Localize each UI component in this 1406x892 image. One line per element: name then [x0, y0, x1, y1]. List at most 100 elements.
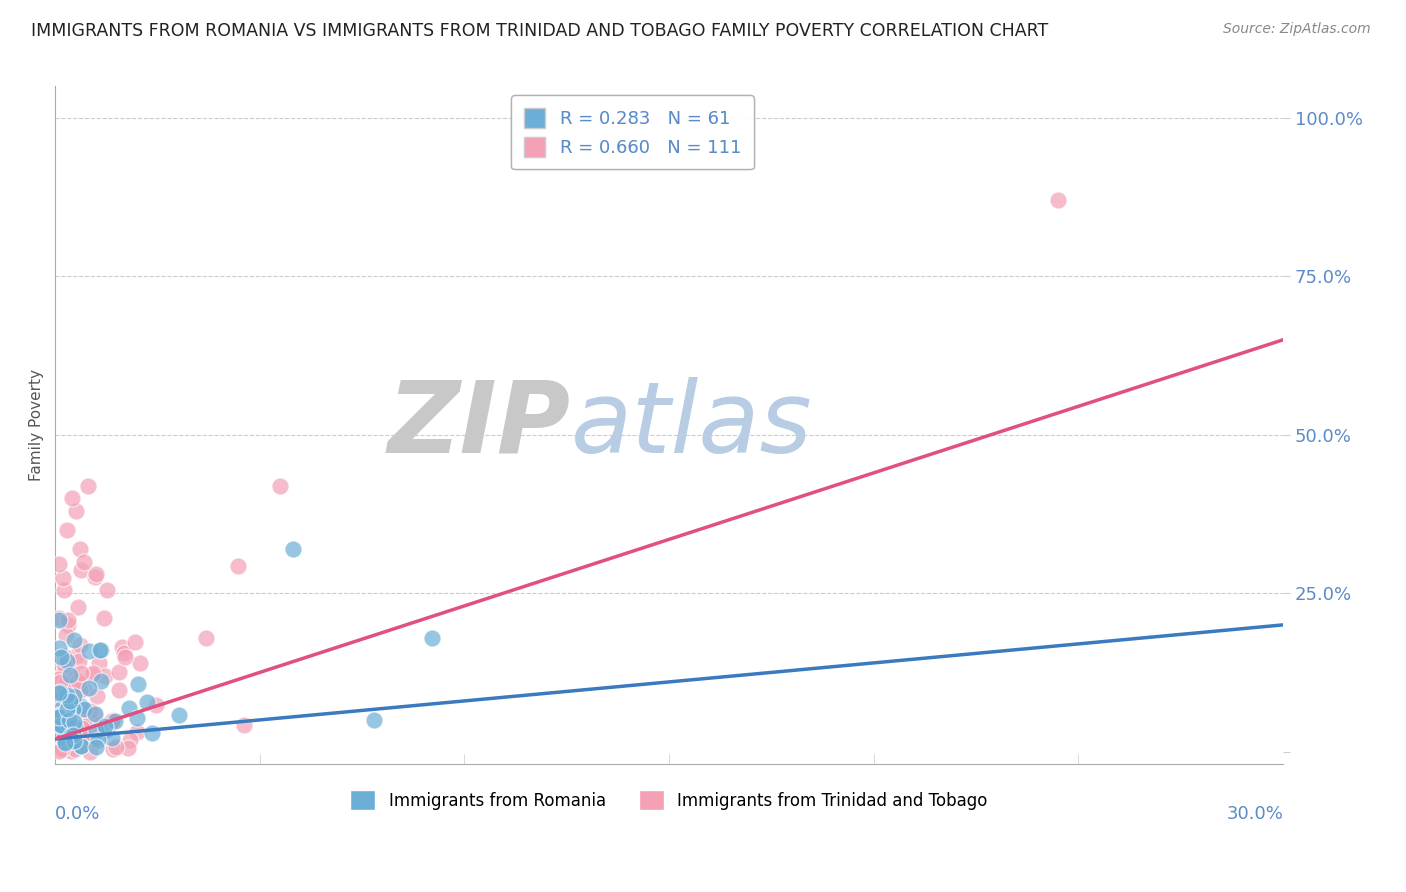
Point: [49, 718, 72, 732]
Point: [73, 719, 96, 733]
Point: [226, 558, 249, 573]
Point: [77, 730, 100, 744]
Point: [48, 743, 70, 757]
Point: [111, 640, 134, 654]
Point: [70, 722, 93, 736]
Point: [51, 742, 73, 756]
Point: [90, 673, 112, 688]
Point: [66, 600, 89, 615]
Point: [89, 656, 111, 670]
Y-axis label: Family Poverty: Family Poverty: [30, 369, 44, 482]
Point: [53, 723, 76, 737]
Point: [52, 694, 75, 708]
Point: [233, 717, 256, 731]
Point: [117, 740, 139, 755]
Point: [86, 690, 108, 704]
Point: [84, 567, 107, 582]
Point: [83, 706, 105, 720]
Point: [70, 563, 93, 577]
Point: [77, 681, 100, 696]
Point: [48, 674, 70, 689]
Point: [62, 675, 84, 690]
Point: [93, 611, 115, 625]
Point: [69, 638, 91, 652]
Point: [58, 722, 80, 736]
Point: [48, 703, 70, 717]
Point: [125, 710, 148, 724]
Point: [52, 649, 75, 664]
Point: [53, 697, 76, 711]
Point: [55, 673, 77, 687]
Point: [73, 682, 96, 697]
Point: [136, 695, 159, 709]
Point: [56, 702, 79, 716]
Point: [83, 570, 105, 584]
Point: [48, 727, 70, 741]
Point: [53, 664, 76, 678]
Point: [63, 720, 86, 734]
Point: [48, 672, 70, 686]
Point: [124, 635, 146, 649]
Point: [73, 702, 96, 716]
Point: [69, 541, 91, 556]
Point: [48, 640, 70, 655]
Point: [63, 742, 86, 756]
Point: [67, 654, 90, 668]
Point: [167, 707, 190, 722]
Point: [48, 685, 70, 699]
Text: IMMIGRANTS FROM ROMANIA VS IMMIGRANTS FROM TRINIDAD AND TOBAGO FAMILY POVERTY CO: IMMIGRANTS FROM ROMANIA VS IMMIGRANTS FR…: [31, 22, 1049, 40]
Point: [53, 675, 76, 690]
Point: [70, 710, 93, 724]
Point: [96, 582, 118, 597]
Point: [67, 676, 90, 690]
Point: [56, 614, 79, 628]
Point: [49, 726, 72, 740]
Point: [56, 617, 79, 632]
Point: [56, 523, 79, 537]
Point: [65, 684, 87, 698]
Point: [94, 719, 117, 733]
Point: [49, 730, 72, 744]
Point: [63, 715, 86, 730]
Point: [269, 478, 291, 492]
Text: atlas: atlas: [571, 376, 813, 474]
Point: [48, 737, 70, 751]
Point: [59, 726, 82, 740]
Point: [80, 732, 103, 747]
Point: [48, 713, 70, 727]
Point: [89, 643, 111, 657]
Point: [51, 701, 73, 715]
Point: [55, 664, 77, 678]
Point: [51, 649, 73, 664]
Point: [62, 701, 84, 715]
Point: [48, 708, 70, 723]
Point: [127, 676, 149, 690]
Point: [80, 668, 103, 682]
Point: [55, 704, 77, 718]
Point: [62, 727, 84, 741]
Point: [55, 687, 77, 701]
Point: [53, 734, 76, 748]
Point: [73, 555, 96, 569]
Point: [101, 742, 124, 756]
Point: [84, 739, 107, 754]
Point: [58, 714, 80, 728]
Point: [48, 742, 70, 756]
Point: [59, 694, 82, 708]
Point: [118, 701, 141, 715]
Point: [62, 731, 84, 745]
Point: [48, 710, 70, 724]
Point: [194, 632, 217, 646]
Point: [48, 610, 70, 624]
Point: [53, 731, 76, 746]
Point: [55, 726, 77, 740]
Point: [48, 691, 70, 706]
Point: [48, 707, 70, 722]
Point: [53, 736, 76, 750]
Point: [100, 714, 122, 728]
Point: [118, 733, 141, 747]
Point: [56, 688, 79, 702]
Point: [79, 745, 101, 759]
Point: [56, 717, 79, 731]
Point: [82, 665, 104, 680]
